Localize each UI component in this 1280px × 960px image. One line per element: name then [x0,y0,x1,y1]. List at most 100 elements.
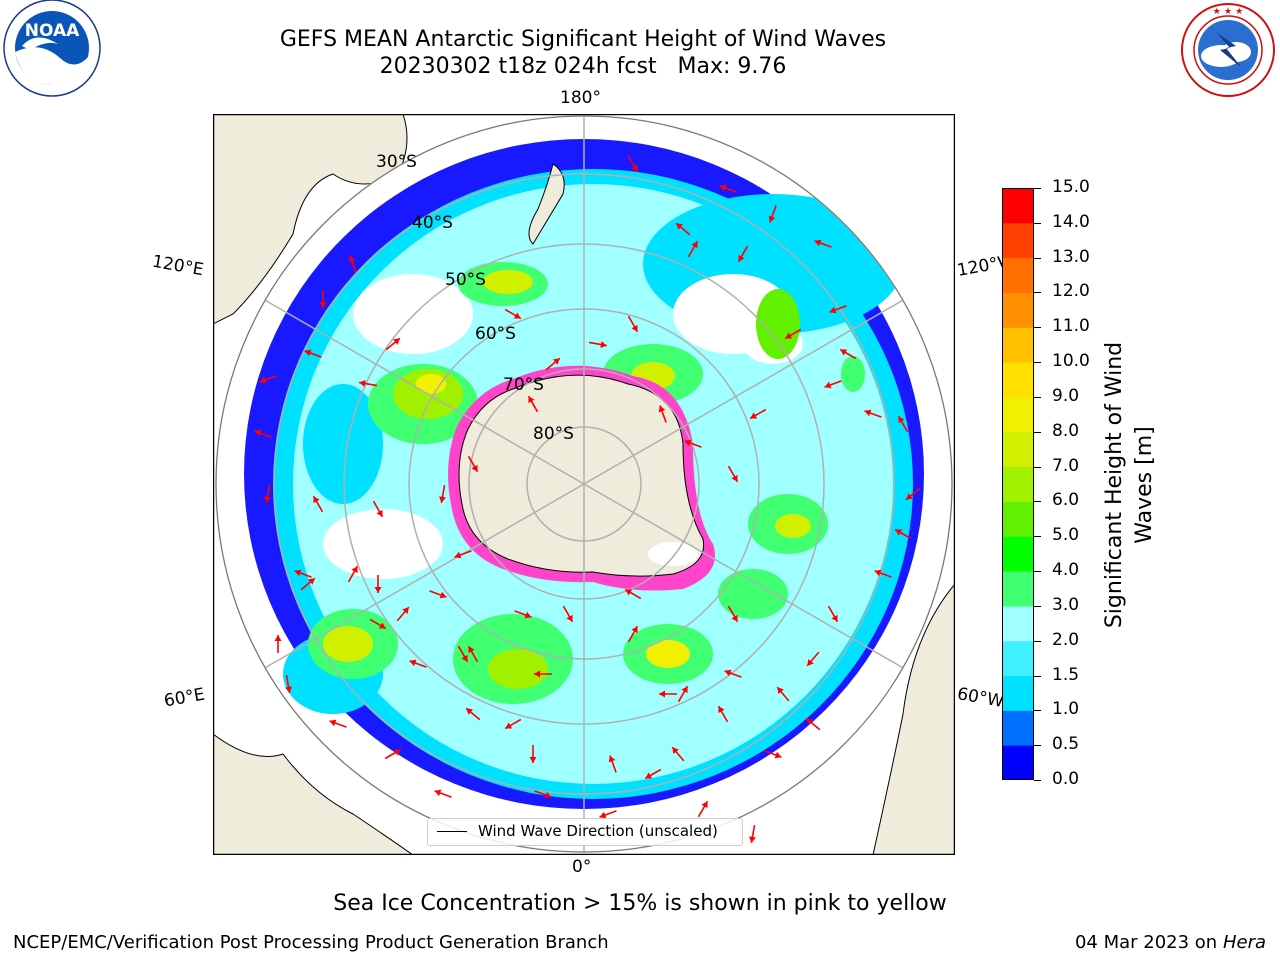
lat-label-60s: 60°S [475,324,516,344]
colorbar-tick-mark [1034,571,1041,573]
wave-arrow-head [468,646,475,654]
colorbar-tick-mark [1034,257,1041,259]
wave-arrow-head [807,659,814,666]
wave-arrow-head [599,811,607,819]
wave-arrow-head [645,772,653,779]
wave-arrow-head [824,381,832,389]
wave-arrow-head [374,587,382,593]
wave-arrow-head [814,239,822,247]
wave-arrow-head [701,801,708,809]
wave-arrow-head [524,611,532,619]
wave-arrow-head [625,589,633,596]
colorbar-bin [1002,188,1034,224]
polar-map [212,113,956,856]
wave-arrow-head [774,751,782,759]
colorbar-tick-mark [1034,710,1041,712]
wave-arrow-head [600,341,607,348]
colorbar-tick-mark [1034,536,1041,538]
wave-arrow-head [768,215,776,223]
wave-arrow-head [544,791,552,799]
wave-arrow-head [631,324,638,332]
wave-arrow-head [393,749,401,756]
footer-date-text: 04 Mar 2023 on [1074,932,1218,953]
wave-arrow-head [750,412,758,419]
wave-arrow-head [434,789,442,797]
colorbar-tick-label: 2.0 [1052,629,1080,650]
land-new-zealand [528,163,565,245]
lon-label-0: 0° [572,857,592,877]
wave-arrow-head [895,529,903,536]
wave-arrow-head [631,626,638,634]
wave-arrow-head [313,496,320,504]
colorbar-tick-label: 15.0 [1052,177,1090,197]
lat-label-70s: 70°S [503,375,544,395]
wave-arrow-head [529,757,537,763]
colorbar-tick-mark [1034,501,1041,503]
wave-arrow-head [513,312,521,319]
wave-arrow-head [466,708,473,715]
colorbar-bin [1002,675,1034,711]
colorbar-bin [1002,571,1034,607]
footer-date: 04 Mar 2023 on Hera [1075,932,1266,953]
colorbar-tick-mark [1034,431,1041,433]
colorbar-tick-mark [1034,292,1041,294]
wave-arrow-head [264,496,271,503]
wave-arrow-head [454,551,462,559]
graticule [216,116,952,852]
colorbar-tick-label: 3.0 [1052,594,1080,615]
wave-arrow-head [534,670,540,678]
land-south-america [872,583,955,855]
colorbar-tick-label: 5.0 [1052,525,1080,546]
wave-arrow-head [659,690,665,698]
wave-arrow-head [898,416,905,424]
colorbar-bin [1002,257,1034,293]
wave-arrow-head [359,380,366,387]
wave-arrow-head [505,722,513,729]
wave-arrow-head [806,718,813,725]
wave-arrow-head [681,686,688,694]
colorbar-tick-label: 0.0 [1052,769,1080,789]
colorbar-bin [1002,292,1034,328]
colorbar-tick-mark [1034,605,1041,607]
wave-arrow-head [294,569,302,577]
wave-arrow-head [308,578,315,585]
land-africa [213,733,414,855]
land-australia [213,114,408,325]
lon-label-180: 180° [560,88,601,108]
colorbar-bin [1002,745,1034,781]
wave-arrow-head [738,254,745,262]
svg-text:★ ★ ★: ★ ★ ★ [1213,7,1243,17]
wave-arrow-head [566,614,573,622]
wave-arrow-head [631,164,638,172]
lat-label-80s: 80°S [533,424,574,444]
colorbar-bin [1002,466,1034,502]
colorbar-bin [1002,396,1034,433]
colorbar-bin [1002,222,1034,259]
wave-arrow-head [329,719,337,727]
wave-arrow-head [319,302,327,308]
colorbar-bin [1002,431,1034,468]
map-title: GEFS MEAN Antarctic Significant Height o… [279,27,887,52]
wave-arrow-head [409,659,417,667]
noaa-logo-text: NOAA [25,21,80,41]
wave-arrow-head [461,654,468,662]
wave-arrow-head [691,241,698,249]
colorbar-tick-mark [1034,640,1041,642]
wave-direction-arrows [254,155,921,844]
colorbar-tick-label: 8.0 [1052,420,1080,441]
colorbar-tick-mark [1034,466,1041,468]
legend-line-swatch [437,831,467,832]
colorbar-tick-mark [1034,396,1041,398]
wave-arrow-head [259,376,267,384]
legend-label: Wind Wave Direction (unscaled) [478,822,718,840]
lon-label-60w: 60°W [955,684,1006,712]
colorbar-bin [1002,362,1034,398]
wave-arrow-head [719,184,727,192]
colorbar-bin [1002,501,1034,537]
lat-label-40s: 40°S [412,213,453,233]
colorbar-tick-mark [1034,222,1041,224]
colorbar-bin [1002,536,1034,572]
wave-arrow-head [439,496,446,503]
colorbar-bin [1002,605,1034,642]
colorbar-tick-mark [1034,675,1041,677]
